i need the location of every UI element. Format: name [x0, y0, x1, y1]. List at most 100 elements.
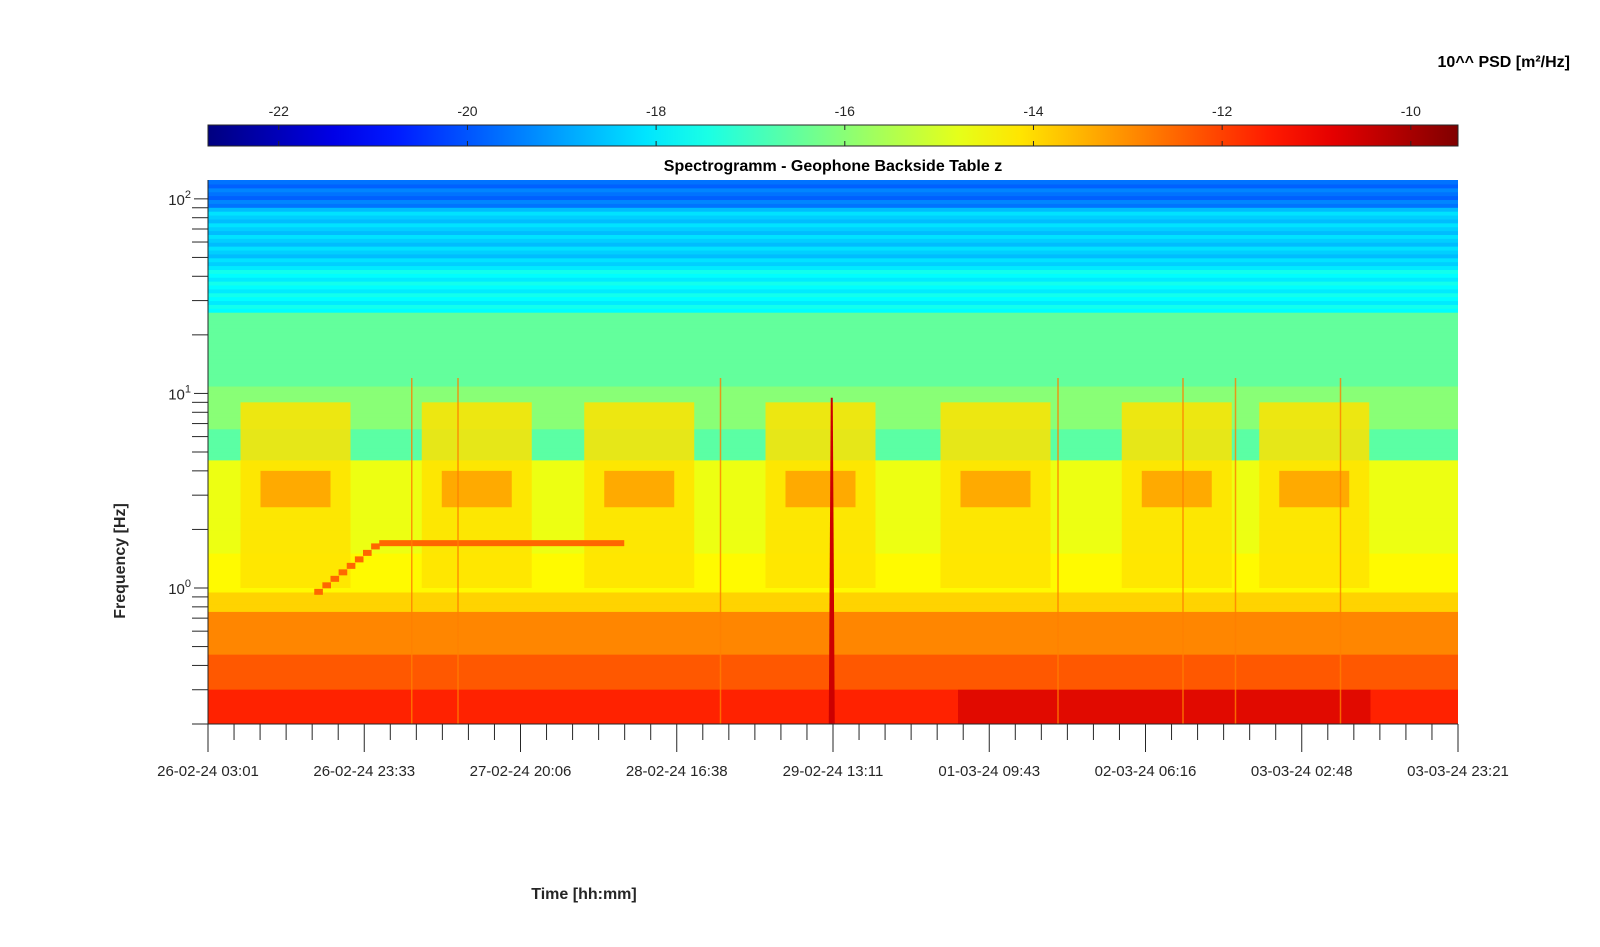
frequency-band: [208, 304, 1458, 309]
ramp-line-step: [322, 582, 331, 589]
frequency-band: [208, 214, 1458, 220]
frequency-band: [208, 339, 1458, 344]
frequency-band: [208, 397, 1458, 403]
frequency-band: [208, 249, 1458, 255]
spectrogram-plot-area: [208, 180, 1458, 724]
frequency-band: [208, 343, 1458, 348]
colorbar-tick-label: -12: [1212, 103, 1232, 119]
frequency-band: [208, 277, 1458, 282]
frequency-band: [208, 226, 1458, 232]
broadband-spike: [828, 397, 835, 724]
frequency-band: [208, 327, 1458, 333]
frequency-band: [208, 366, 1458, 371]
frequency-band: [208, 296, 1458, 302]
colorbar-tick-label: -16: [835, 103, 855, 119]
frequency-band: [208, 362, 1458, 368]
frequency-band: [208, 261, 1458, 267]
x-tick-label: 29-02-24 13:11: [783, 763, 884, 780]
frequency-band: [208, 203, 1458, 208]
colorbar-tick-label: -14: [1023, 103, 1043, 119]
frequency-band: [208, 238, 1458, 243]
x-tick-label: 03-03-24 02:48: [1251, 763, 1353, 780]
colorbar: -22 -20 -18 -16 -14 -12 -10: [207, 103, 1459, 147]
frequency-band: [208, 389, 1458, 395]
frequency-band: [208, 350, 1458, 356]
frequency-band: [208, 288, 1458, 294]
frequency-band: [208, 319, 1458, 325]
ramp-line-step: [363, 549, 372, 556]
activity-core: [441, 470, 512, 508]
colorbar-tick-label: -18: [646, 103, 666, 119]
frequency-band: [208, 218, 1458, 224]
ramp-line-step: [346, 562, 356, 569]
ramp-line-step: [314, 588, 323, 595]
x-axis-title: Time [hh:mm]: [531, 886, 636, 903]
frequency-band: [208, 187, 1458, 193]
x-tick-label: 01-03-24 09:43: [938, 763, 1040, 780]
frequency-band: [208, 211, 1458, 216]
colorbar-gradient: [207, 124, 1459, 147]
frequency-band: [208, 312, 1458, 317]
chart-title: Spectrogramm - Geophone Backside Table z: [664, 158, 1002, 175]
activity-core: [1279, 470, 1350, 508]
frequency-band: [208, 222, 1458, 228]
frequency-band: [208, 335, 1458, 340]
colorbar-unit-label: 10^^ PSD [m²/Hz]: [1438, 54, 1570, 71]
frequency-band: [208, 354, 1458, 360]
x-tick-label: 26-02-24 23:33: [313, 763, 415, 780]
frequency-band: [208, 230, 1458, 235]
activity-core: [604, 470, 675, 508]
frequency-band: [208, 195, 1458, 201]
x-tick-label: 28-02-24 16:38: [626, 763, 728, 780]
frequency-band: [208, 385, 1458, 391]
activity-core: [260, 470, 331, 508]
y-tick-label: 100: [168, 578, 191, 598]
frequency-band: [208, 207, 1458, 212]
frequency-band: [208, 246, 1458, 251]
y-tick-label: 101: [168, 383, 191, 403]
x-tick-label: 03-03-24 23:21: [1407, 763, 1509, 780]
frequency-band: [208, 265, 1458, 270]
frequency-band: [208, 284, 1458, 290]
y-axis: 100 101 102: [168, 180, 209, 725]
y-ticks: 100 101 102: [168, 189, 208, 725]
frequency-band: [208, 273, 1458, 278]
frequency-band: [208, 393, 1458, 399]
activity-patches: [240, 402, 1371, 724]
constant-frequency-line: [379, 540, 625, 547]
frequency-band: [208, 199, 1458, 204]
frequency-band: [208, 331, 1458, 337]
frequency-band: [208, 269, 1458, 274]
activity-core: [785, 470, 856, 508]
frequency-band: [208, 191, 1458, 197]
frequency-band: [208, 323, 1458, 329]
x-ticks: 26-02-24 03:01 26-02-24 23:33 27-02-24 20:…: [157, 724, 1509, 780]
frequency-band: [208, 308, 1458, 313]
x-axis: 26-02-24 03:01 26-02-24 23:33 27-02-24 20:…: [157, 723, 1509, 780]
colorbar-tick-label: -10: [1401, 103, 1421, 119]
y-axis-title: Frequency [Hz]: [112, 503, 129, 619]
frequency-band: [208, 234, 1458, 239]
low-frequency-high-psd: [958, 689, 1371, 724]
x-tick-label: 27-02-24 20:06: [470, 763, 572, 780]
ramp-line-step: [338, 569, 348, 576]
frequency-band: [208, 281, 1458, 286]
frequency-band: [208, 374, 1458, 379]
frequency-band: [208, 300, 1458, 305]
frequency-band: [208, 358, 1458, 364]
spectral-features: [314, 378, 1342, 724]
ramp-line-step: [354, 556, 364, 563]
frequency-band: [208, 378, 1458, 383]
frequency-band: [208, 382, 1458, 387]
frequency-band: [208, 370, 1458, 375]
ramp-line-step: [330, 575, 340, 582]
colorbar-tick-label: -22: [269, 103, 289, 119]
frequency-band: [208, 316, 1458, 321]
frequency-band: [208, 180, 1458, 185]
x-tick-label: 02-03-24 06:16: [1095, 763, 1197, 780]
activity-core: [1141, 470, 1212, 508]
colorbar-ticks: -22 -20 -18 -16 -14 -12 -10: [269, 103, 1421, 146]
activity-core: [960, 470, 1031, 508]
